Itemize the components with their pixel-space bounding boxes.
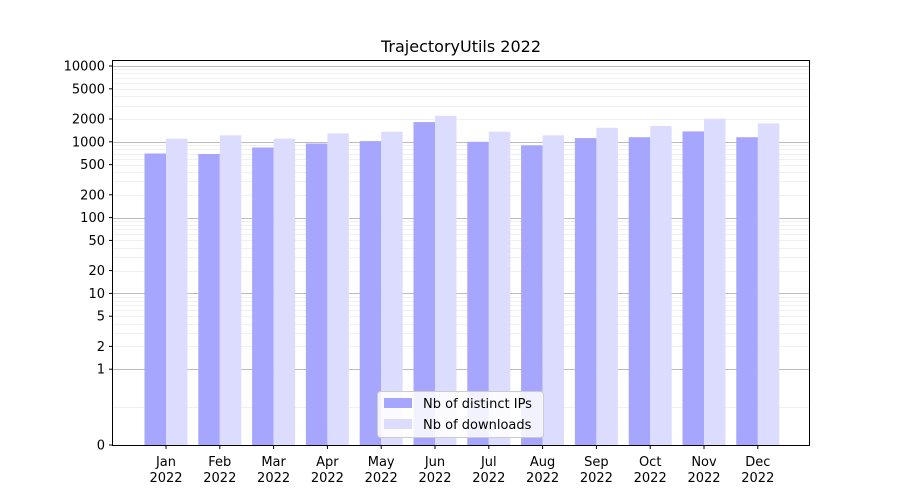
bar-downloads [757, 123, 780, 446]
y-axis: 0 1 2 5 10 20 50 100 200 500 1000 2000 5000 10000 [64, 60, 113, 454]
y-tick-label: 1 [97, 363, 105, 378]
bar-distinct-ips [359, 141, 382, 445]
bar-downloads [381, 131, 403, 445]
bar-distinct-ips [521, 145, 543, 446]
x-tick-label: Mar 2022 [257, 455, 290, 486]
bar-downloads [704, 118, 726, 445]
bar-distinct-ips [198, 154, 220, 445]
bar-downloads [327, 133, 349, 445]
x-tick-label: Nov 2022 [687, 455, 720, 486]
x-tick-label: Sep 2022 [580, 455, 613, 486]
y-tick-label: 2 [97, 340, 105, 355]
bar-distinct-ips [305, 143, 328, 445]
bars [144, 115, 780, 446]
bar-distinct-ips [252, 147, 274, 445]
legend-label-distinct-ips: Nb of distinct IPs [423, 397, 532, 412]
chart-title: TrajectoryUtils 2022 [380, 37, 541, 56]
y-tick-label: 10000 [64, 60, 105, 75]
y-tick-label: 100 [80, 211, 105, 226]
bar-downloads [435, 115, 457, 446]
bar-distinct-ips [736, 137, 758, 445]
x-tick-label: Dec 2022 [741, 455, 774, 486]
y-tick-label: 0 [97, 439, 105, 454]
bar-distinct-ips [467, 141, 489, 446]
y-tick-label: 20 [88, 264, 105, 279]
bar-downloads [542, 135, 565, 446]
x-tick-label: Jun 2022 [418, 455, 451, 486]
legend-box [377, 391, 544, 438]
y-tick-label: 5000 [72, 82, 105, 97]
bar-downloads [219, 135, 242, 446]
y-tick-label: 200 [80, 188, 105, 203]
bar-distinct-ips [413, 122, 435, 445]
y-tick-label: 5 [97, 310, 105, 325]
legend-swatch-distinct-ips [384, 398, 412, 408]
x-tick-label: Aug 2022 [526, 455, 559, 486]
x-tick-label: Jul 2022 [472, 455, 505, 486]
y-tick-label: 1000 [72, 135, 105, 150]
bar-downloads [488, 131, 511, 445]
x-tick-label: Oct 2022 [634, 455, 667, 486]
y-tick-label: 50 [88, 234, 105, 249]
x-tick-label: Apr 2022 [311, 455, 344, 486]
bar-distinct-ips [628, 137, 651, 445]
bar-distinct-ips [144, 153, 166, 445]
x-axis: Jan 2022 Feb 2022 Mar 2022 Apr 2022 May 2022 Jun 20… [149, 445, 774, 486]
bar-downloads [596, 127, 618, 446]
bar-distinct-ips [682, 131, 704, 445]
x-tick-label: Jan 2022 [149, 455, 182, 486]
x-tick-label: May 2022 [365, 455, 398, 486]
y-tick-label: 500 [80, 158, 105, 173]
bar-downloads [650, 125, 672, 446]
y-tick-label: 10 [88, 287, 105, 302]
legend-label-downloads: Nb of downloads [423, 418, 532, 433]
bar-downloads [273, 138, 296, 445]
x-tick-label: Feb 2022 [203, 455, 236, 486]
y-tick-label: 2000 [72, 112, 105, 127]
legend-swatch-downloads [384, 419, 412, 429]
bar-downloads [166, 138, 188, 445]
bar-distinct-ips [574, 138, 597, 445]
plot-frame [112, 60, 810, 446]
legend: Nb of distinct IPs Nb of downloads [377, 391, 544, 438]
